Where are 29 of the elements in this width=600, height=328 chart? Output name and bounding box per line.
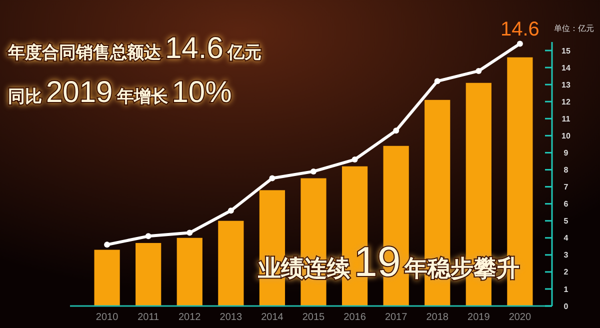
x-tick-label: 2011 bbox=[138, 312, 160, 323]
x-tick-label: 2013 bbox=[220, 312, 242, 323]
y-tick-label: 5 bbox=[564, 216, 569, 226]
x-tick-label: 2020 bbox=[508, 312, 532, 323]
y-tick-label: 9 bbox=[564, 148, 569, 158]
x-tick-label: 2016 bbox=[344, 312, 366, 323]
x-tick-label: 2012 bbox=[178, 312, 202, 323]
data-label: 14.6 bbox=[500, 18, 540, 40]
y-tick-label: 12 bbox=[562, 97, 571, 106]
x-tick-label: 2014 bbox=[261, 312, 284, 323]
y-tick-label: 15 bbox=[562, 46, 571, 56]
y-tick-label: 2 bbox=[564, 268, 569, 277]
y-tick-label: 14 bbox=[562, 63, 571, 72]
x-tick-label: 2018 bbox=[426, 312, 449, 323]
y-tick-label: 0 bbox=[564, 302, 569, 311]
y-tick-label: 1 bbox=[564, 284, 569, 294]
y-tick-label: 13 bbox=[562, 80, 571, 90]
y-tick-label: 8 bbox=[564, 166, 569, 175]
x-tick-label: 2017 bbox=[384, 312, 408, 323]
x-tick-label: 2019 bbox=[468, 312, 490, 323]
y-tick-label: 11 bbox=[562, 114, 571, 124]
x-tick-label: 2010 bbox=[96, 312, 119, 323]
x-tick-label: 2015 bbox=[302, 312, 326, 323]
y-tick-label: 10 bbox=[562, 131, 571, 140]
y-tick-label: 6 bbox=[564, 200, 569, 209]
y-tick-label: 7 bbox=[564, 182, 569, 192]
y-tick-label: 4 bbox=[564, 234, 569, 243]
y-tick-label: 3 bbox=[564, 250, 569, 260]
y-axis-title: 单位：亿元 bbox=[554, 24, 594, 33]
